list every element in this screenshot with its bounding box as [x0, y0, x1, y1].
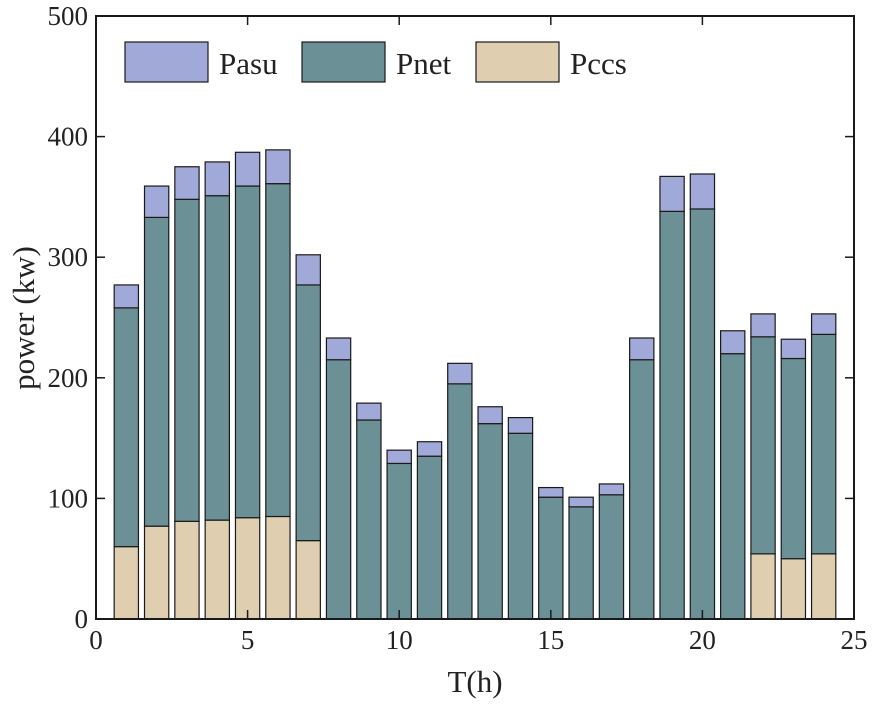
bar-pasu-10 [386, 449, 412, 465]
x-tick-label-5: 5 [241, 625, 255, 655]
bar-pasu-18 [629, 337, 655, 361]
y-tick-label-0: 0 [75, 604, 89, 634]
bar-pnet-23 [780, 357, 807, 560]
bar-pccs-7 [295, 540, 321, 620]
bar-pasu-16 [568, 496, 594, 508]
bar-pasu-3 [174, 166, 200, 200]
bar-pnet-12 [447, 383, 473, 620]
x-tick-label-20: 20 [689, 625, 716, 655]
bar-pasu-8 [325, 337, 352, 361]
bar-pasu-24 [810, 313, 837, 335]
bar-pccs-22 [750, 553, 776, 620]
y-tick-label-300: 300 [48, 242, 89, 272]
bar-pasu-7 [295, 254, 321, 286]
bar-pnet-8 [325, 359, 352, 620]
plot-frame [95, 15, 855, 620]
bar-pccs-2 [143, 525, 170, 620]
bar-pasu-13 [477, 406, 503, 425]
bar-pnet-6 [265, 183, 291, 518]
bar-pnet-1 [113, 307, 140, 548]
bar-pasu-22 [750, 313, 776, 338]
bar-pccs-24 [810, 553, 837, 620]
bar-pnet-16 [568, 506, 594, 620]
bar-pasu-17 [598, 483, 625, 496]
bar-pccs-5 [234, 517, 261, 620]
bar-pasu-14 [507, 417, 534, 434]
legend-swatch-pccs [475, 41, 560, 83]
y-tick-label-100: 100 [48, 483, 89, 513]
bar-pnet-10 [386, 462, 412, 620]
bar-pnet-9 [356, 419, 382, 620]
bar-pnet-5 [234, 185, 261, 519]
legend-swatch-pasu [124, 41, 209, 83]
bar-pasu-11 [416, 441, 443, 457]
bar-pnet-21 [719, 353, 746, 620]
bar-pasu-23 [780, 338, 807, 360]
bar-pnet-22 [750, 336, 776, 555]
y-axis-label: power (kw) [6, 246, 41, 390]
bar-pccs-6 [265, 515, 291, 620]
axis-ticks [95, 15, 855, 620]
bar-pnet-15 [538, 496, 564, 620]
bar-pasu-2 [143, 185, 170, 219]
legend-label-pnet: Pnet [396, 46, 452, 81]
x-axis-label: T(h) [447, 664, 502, 699]
bar-pnet-2 [143, 216, 170, 527]
bar-pasu-20 [689, 173, 716, 210]
bar-pnet-17 [598, 494, 625, 620]
legend: Pasu Pnet Pccs [124, 41, 627, 83]
legend-label-pasu: Pasu [219, 46, 278, 81]
bar-pnet-13 [477, 423, 503, 620]
legend-swatch-pnet [301, 41, 386, 83]
axis-tick-labels: 0 5 10 15 20 25 0 100 200 300 400 500 [48, 1, 868, 655]
x-tick-label-0: 0 [89, 625, 103, 655]
bar-pccs-1 [113, 546, 140, 620]
legend-label-pccs: Pccs [570, 46, 627, 81]
bar-pasu-21 [719, 330, 746, 355]
bar-pasu-9 [356, 402, 382, 421]
bar-pnet-14 [507, 432, 534, 620]
y-tick-label-400: 400 [48, 122, 89, 152]
bar-pnet-24 [810, 333, 837, 555]
bar-pasu-19 [659, 175, 685, 212]
bar-pasu-4 [204, 161, 231, 197]
bar-pnet-19 [659, 210, 685, 620]
bars-layer [113, 149, 837, 620]
y-tick-label-200: 200 [48, 363, 89, 393]
x-tick-label-25: 25 [841, 625, 868, 655]
bar-pnet-20 [689, 208, 716, 620]
bar-pccs-3 [174, 520, 200, 620]
bar-pasu-15 [538, 486, 564, 498]
bar-pnet-7 [295, 284, 321, 542]
x-tick-label-15: 15 [537, 625, 564, 655]
bar-pccs-4 [204, 519, 231, 620]
bar-pnet-11 [416, 455, 443, 620]
x-tick-label-10: 10 [386, 625, 413, 655]
bar-pccs-23 [780, 558, 807, 620]
bar-pnet-18 [629, 359, 655, 620]
bar-pnet-4 [204, 195, 231, 521]
bar-pasu-6 [265, 149, 291, 185]
bar-pasu-5 [234, 151, 261, 187]
bar-pnet-3 [174, 198, 200, 522]
bar-pasu-1 [113, 284, 140, 309]
y-tick-label-500: 500 [48, 1, 89, 31]
bar-pasu-12 [447, 362, 473, 385]
